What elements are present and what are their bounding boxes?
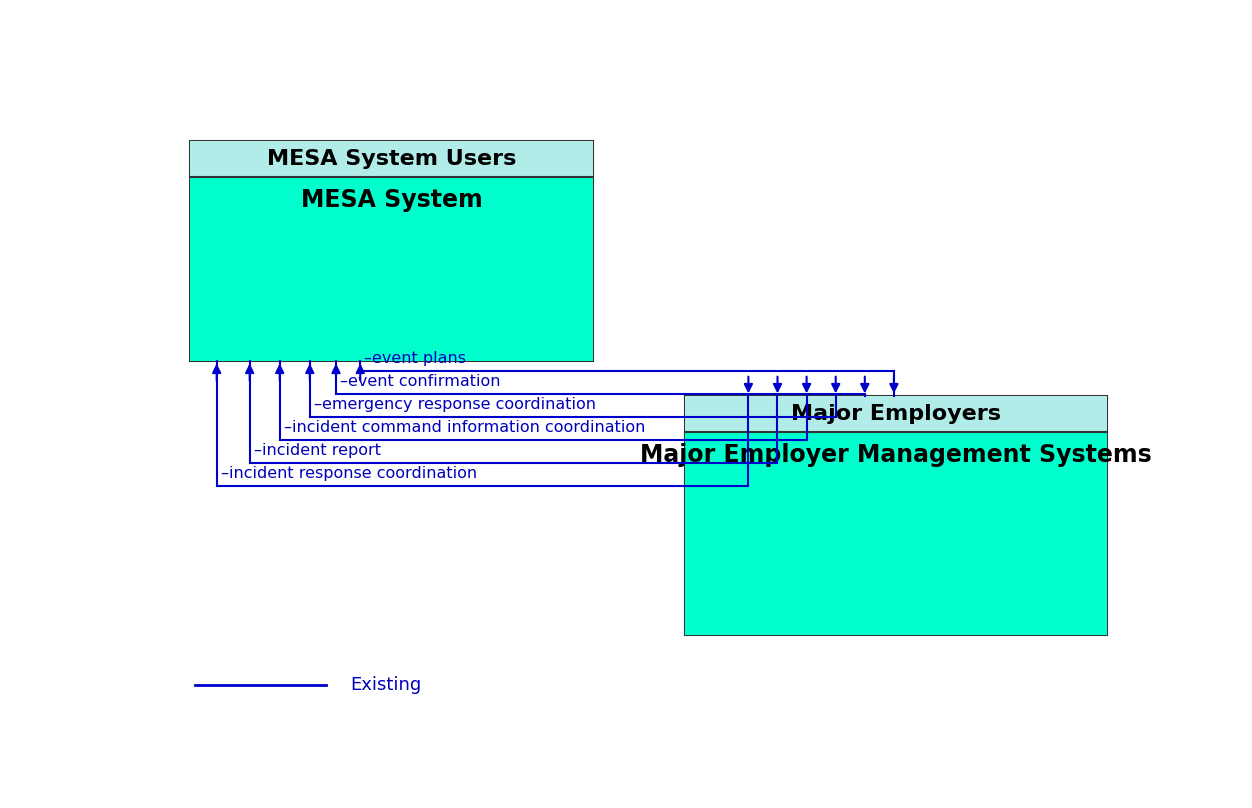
Text: –emergency response coordination: –emergency response coordination [314,397,596,412]
Text: MESA System: MESA System [300,188,483,213]
Text: –event confirmation: –event confirmation [339,374,501,389]
Bar [190,141,593,361]
Bar [685,396,1107,635]
Text: –incident response coordination: –incident response coordination [220,466,477,481]
Text: Major Employers: Major Employers [791,404,1002,423]
Bar [685,396,1107,431]
Text: –event plans: –event plans [364,351,466,366]
Text: –incident report: –incident report [253,443,381,458]
Bar [190,141,593,177]
Bar [685,431,1107,635]
Text: –incident command information coordination: –incident command information coordinati… [284,420,645,435]
Text: Existing: Existing [351,676,422,694]
Text: Major Employer Management Systems: Major Employer Management Systems [641,444,1152,467]
Text: MESA System Users: MESA System Users [267,149,517,169]
Bar [190,177,593,361]
